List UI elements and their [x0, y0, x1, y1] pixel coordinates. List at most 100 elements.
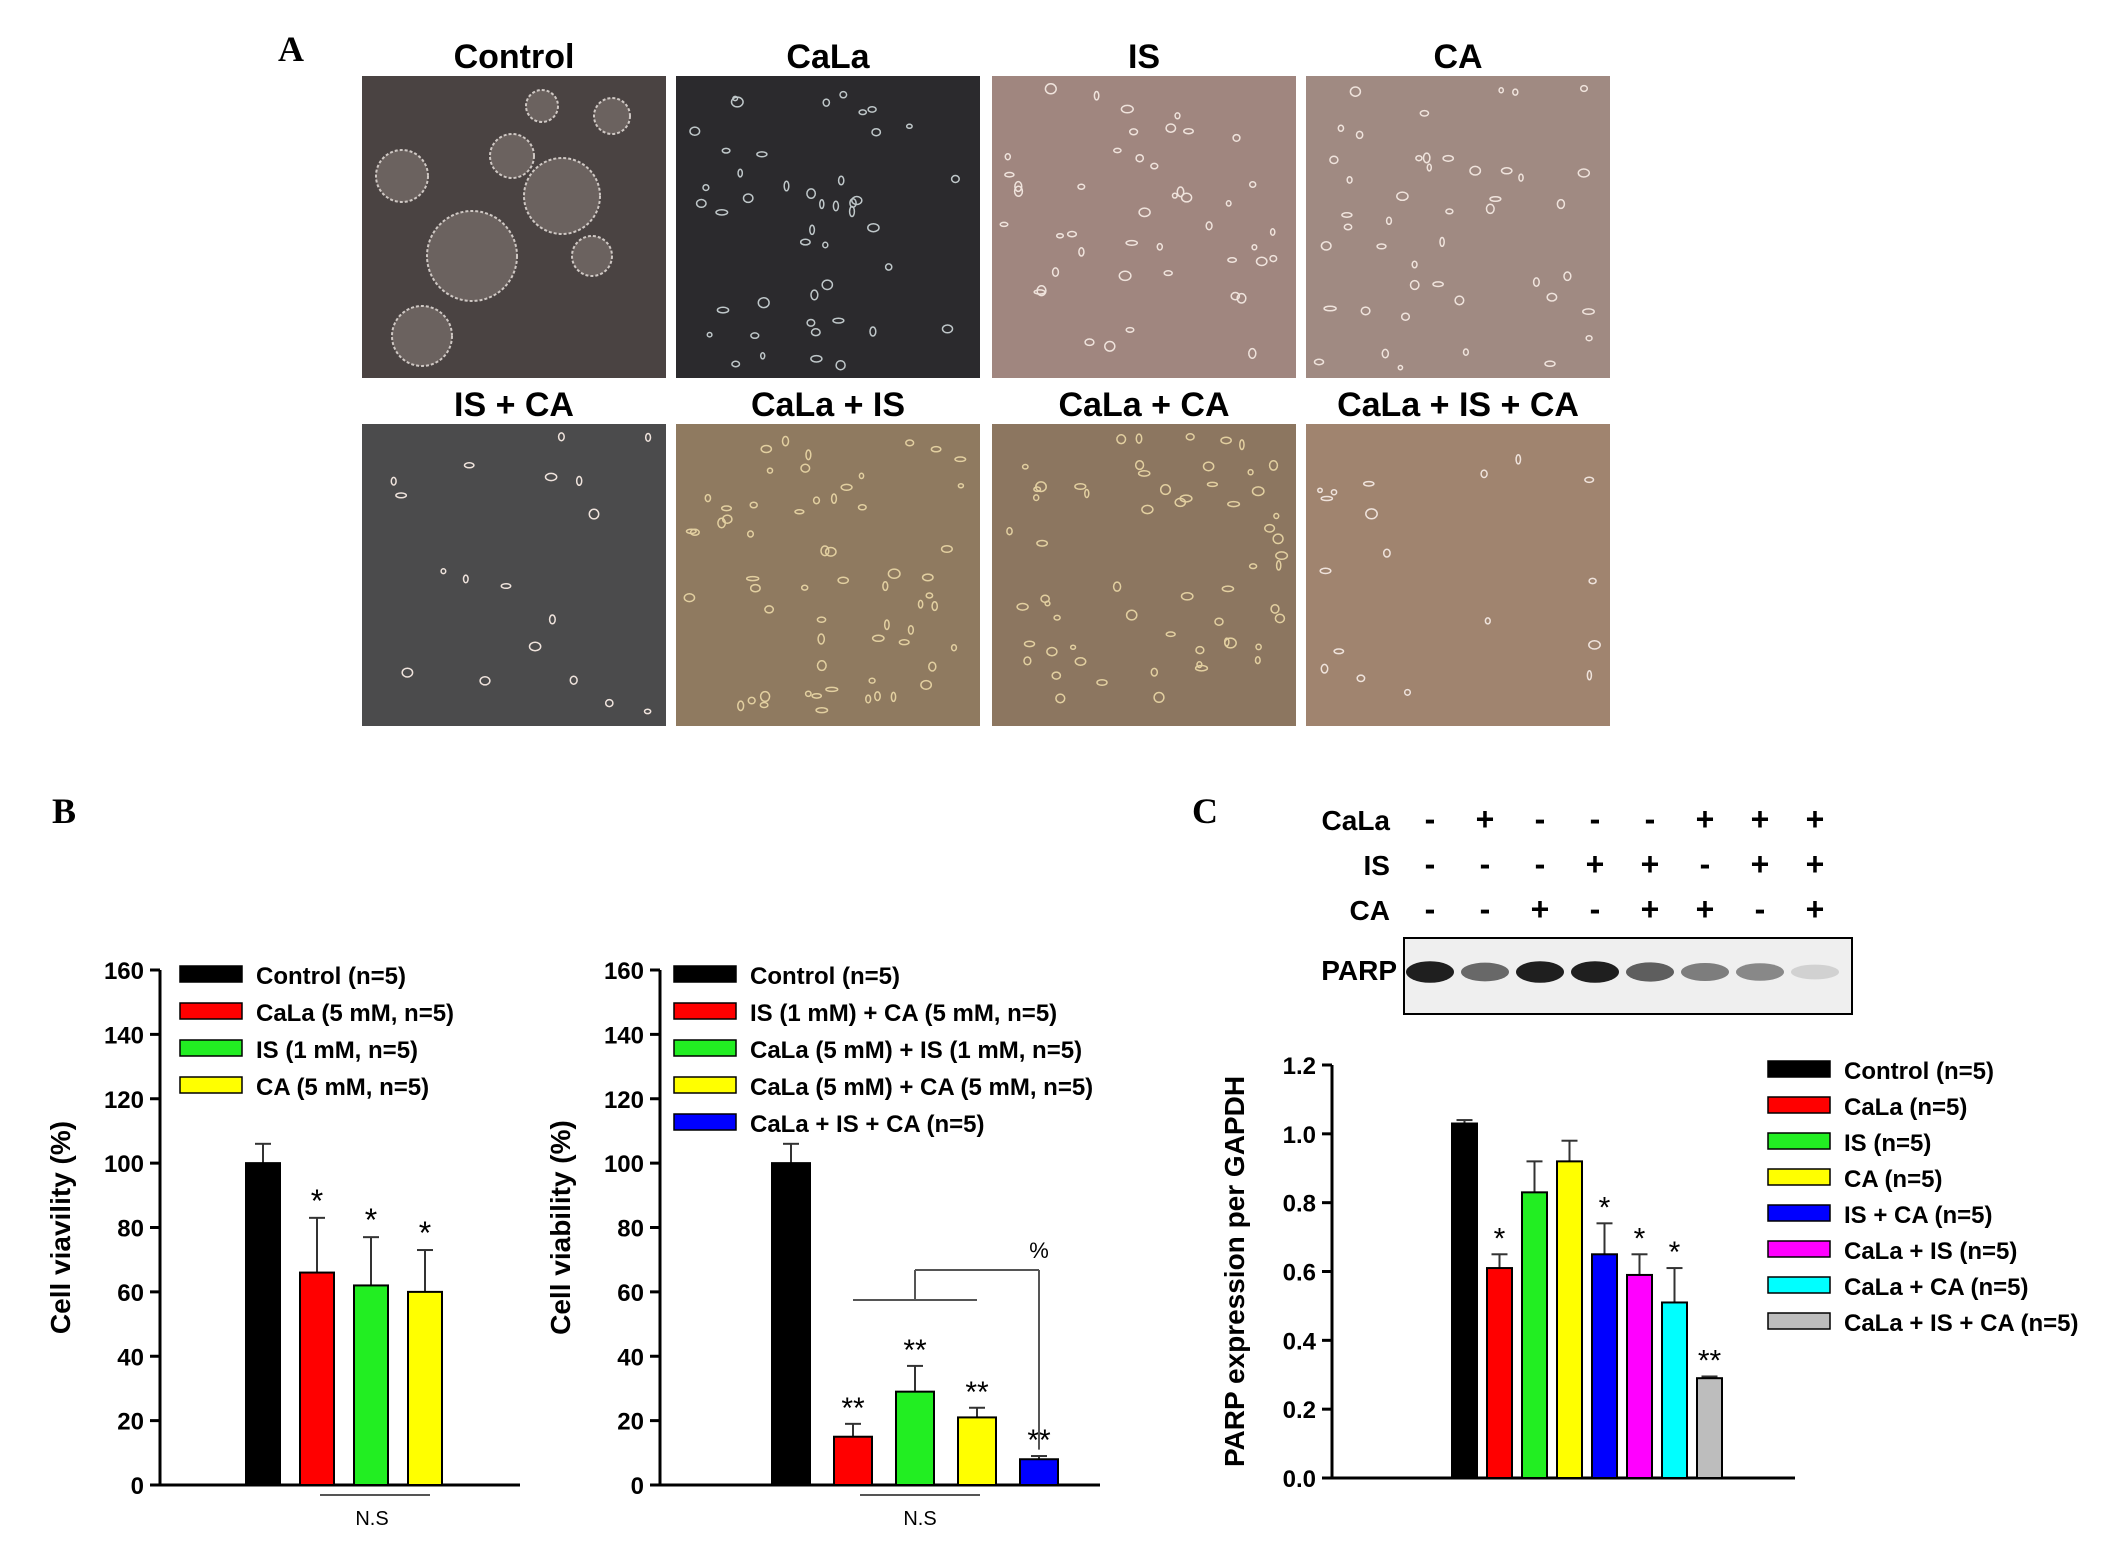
cell — [731, 360, 741, 368]
panel-c-letter: C — [1192, 791, 1218, 831]
y-tick-label: 60 — [117, 1280, 144, 1307]
cell — [1274, 613, 1286, 624]
blot-band — [1791, 964, 1839, 980]
cell — [1319, 567, 1332, 575]
cell — [1023, 640, 1036, 648]
cell — [702, 183, 710, 192]
cell — [1254, 656, 1261, 665]
cell — [1014, 180, 1023, 193]
cell — [1220, 436, 1232, 445]
cell — [1021, 463, 1029, 470]
cell — [1125, 326, 1135, 333]
treatment-sign: - — [1480, 846, 1491, 882]
cell — [1442, 154, 1455, 162]
cell — [1247, 468, 1254, 476]
cell — [1500, 167, 1513, 175]
cell — [940, 544, 953, 554]
cell — [716, 306, 730, 314]
blot-band — [1681, 963, 1729, 981]
cell — [685, 528, 697, 535]
cell — [1480, 469, 1488, 479]
cell — [1432, 281, 1444, 288]
cell — [479, 675, 491, 686]
treatment-sign: + — [1696, 891, 1715, 927]
micrograph-image — [1306, 76, 1610, 378]
micrograph-title: CaLa + IS + CA — [1337, 386, 1579, 424]
y-tick-label: 40 — [617, 1344, 644, 1371]
cell — [898, 639, 910, 646]
cell — [1055, 693, 1066, 704]
y-tick-label: 0.2 — [1283, 1397, 1316, 1424]
cell — [1381, 348, 1390, 359]
cell — [1343, 223, 1353, 231]
cell — [1251, 486, 1265, 497]
cell — [1445, 208, 1454, 215]
treatment-sign: + — [1641, 891, 1660, 927]
cell — [1046, 646, 1058, 657]
cell — [737, 168, 744, 178]
bar — [1661, 1301, 1688, 1479]
cell — [1454, 295, 1465, 306]
bar — [957, 1416, 997, 1486]
cell — [1584, 476, 1595, 484]
cell — [884, 263, 893, 271]
cell — [806, 188, 817, 200]
y-tick-label: 160 — [604, 958, 644, 985]
cell — [604, 698, 614, 708]
treatment-sign: - — [1535, 846, 1546, 882]
legend-swatch — [179, 965, 243, 983]
bar — [1696, 1377, 1723, 1480]
cell — [1248, 181, 1257, 188]
cell — [706, 331, 713, 338]
cell — [1248, 563, 1258, 570]
cell — [462, 574, 469, 584]
cell — [1269, 228, 1276, 236]
cell — [1176, 186, 1185, 198]
cell — [1382, 548, 1391, 558]
cell — [1150, 667, 1159, 677]
cell — [819, 199, 825, 210]
cell — [1033, 486, 1042, 493]
cell — [1320, 241, 1332, 251]
cell-colony — [391, 305, 453, 367]
cell — [1385, 216, 1393, 226]
cell-colony — [593, 97, 631, 135]
cell-colony — [375, 149, 429, 203]
cell — [1365, 508, 1378, 520]
cell — [950, 643, 958, 652]
cell — [1556, 198, 1566, 210]
cell — [832, 317, 845, 324]
cell — [1053, 614, 1061, 621]
blot-band — [1736, 963, 1784, 981]
y-tick-label: 0.4 — [1283, 1328, 1317, 1355]
cell — [1532, 277, 1540, 288]
cell — [810, 328, 821, 337]
y-tick-label: 0 — [131, 1473, 144, 1500]
cell — [1227, 500, 1241, 508]
micrograph-title: CaLa + CA — [1058, 386, 1230, 424]
cell — [921, 573, 934, 582]
cell — [750, 332, 760, 340]
cell — [1084, 338, 1095, 347]
cell — [1355, 130, 1364, 140]
cell — [1074, 657, 1087, 666]
cell — [1128, 128, 1139, 136]
cell — [800, 463, 811, 473]
cell — [800, 584, 809, 591]
cell — [1196, 660, 1203, 669]
micrograph-image — [676, 76, 980, 378]
cell — [1118, 270, 1132, 282]
cell — [1270, 603, 1280, 614]
parp-expression-chart: PARP expression per GAPDH 0.0 0.2 0.4 0.6 0.8… — [1220, 1053, 2079, 1493]
micrograph-title: Control — [453, 38, 575, 76]
cell — [815, 707, 829, 714]
cell — [644, 432, 652, 443]
cell — [874, 691, 881, 702]
cell-colony — [523, 157, 601, 235]
legend-label: Control (n=5) — [1844, 1058, 1994, 1085]
cell — [1174, 112, 1181, 120]
cell — [1180, 192, 1193, 203]
cell — [695, 198, 707, 209]
cell — [1320, 663, 1329, 674]
cell — [756, 151, 768, 158]
